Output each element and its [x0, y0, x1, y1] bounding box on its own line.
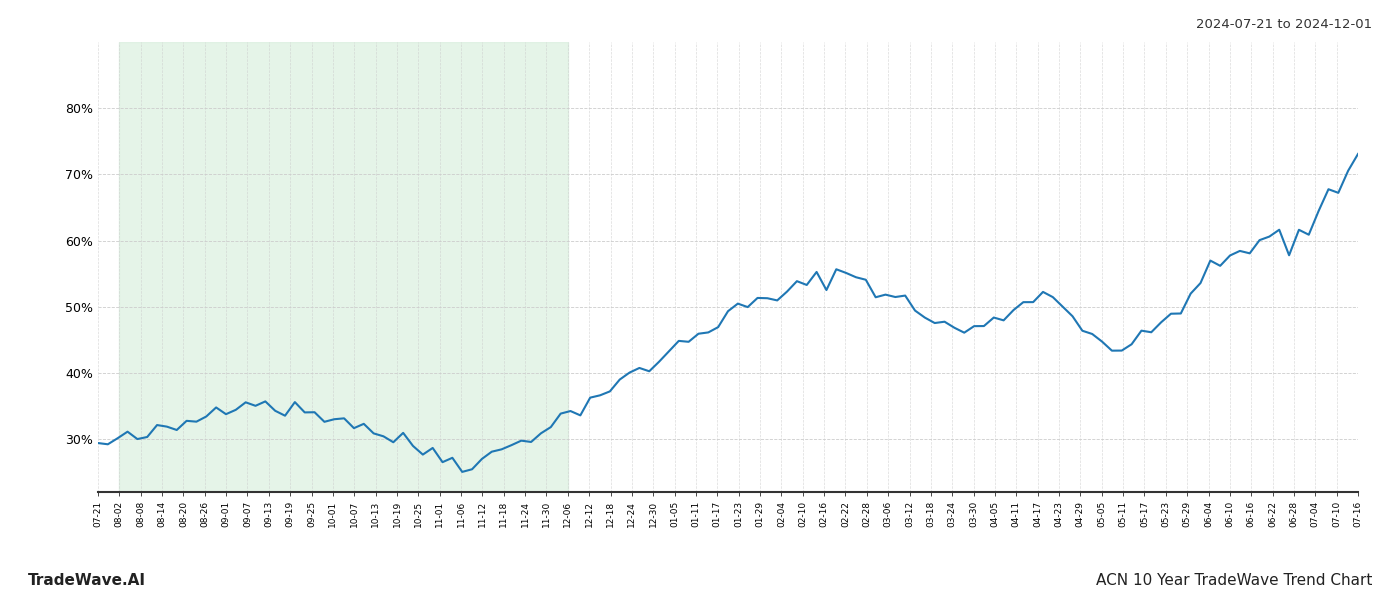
- Text: TradeWave.AI: TradeWave.AI: [28, 573, 146, 588]
- Bar: [119, 42, 568, 492]
- Text: 2024-07-21 to 2024-12-01: 2024-07-21 to 2024-12-01: [1196, 18, 1372, 31]
- Text: ACN 10 Year TradeWave Trend Chart: ACN 10 Year TradeWave Trend Chart: [1096, 573, 1372, 588]
